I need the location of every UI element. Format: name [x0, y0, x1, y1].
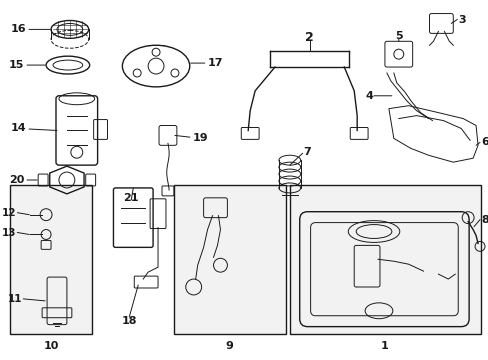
Text: 20: 20 [9, 175, 37, 185]
Text: 21: 21 [123, 193, 139, 203]
Text: 7: 7 [303, 147, 311, 157]
Text: 4: 4 [365, 91, 372, 101]
Text: 14: 14 [11, 123, 57, 134]
Bar [174, 185, 285, 334]
Text: 16: 16 [11, 24, 50, 35]
Text: 10: 10 [43, 341, 59, 351]
Text: 15: 15 [9, 60, 45, 70]
Text: 18: 18 [122, 316, 137, 326]
Text: 3: 3 [457, 14, 465, 24]
Bar [289, 185, 480, 334]
Text: 8: 8 [480, 215, 488, 225]
Text: 9: 9 [225, 341, 233, 351]
Text: 2: 2 [305, 31, 313, 44]
Text: 1: 1 [380, 341, 388, 351]
Text: 6: 6 [480, 138, 488, 147]
Text: 12: 12 [2, 208, 16, 218]
Text: 13: 13 [2, 228, 16, 238]
Text: 11: 11 [8, 294, 22, 304]
Text: 17: 17 [190, 58, 223, 68]
Text: 5: 5 [394, 31, 402, 41]
Bar [10, 185, 91, 334]
Text: 19: 19 [175, 134, 208, 143]
